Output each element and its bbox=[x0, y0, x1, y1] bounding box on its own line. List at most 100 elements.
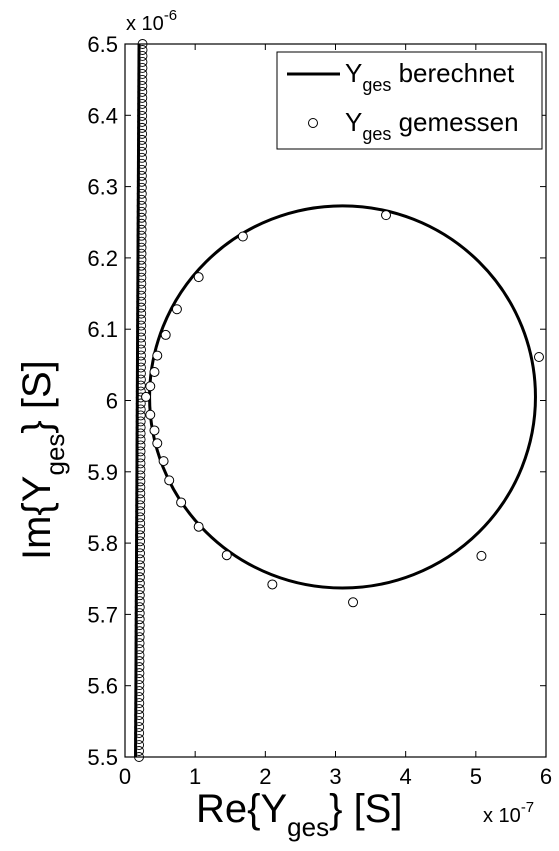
measured-point bbox=[135, 482, 146, 493]
legend-entry-gemessen: Yges gemessen bbox=[345, 107, 519, 144]
x-tick-label: 5 bbox=[470, 764, 482, 789]
x-tick-label: 3 bbox=[329, 764, 341, 789]
measured-point bbox=[193, 521, 204, 532]
measured-point bbox=[135, 422, 146, 433]
measured-point bbox=[134, 740, 145, 750]
measured-point bbox=[476, 550, 487, 561]
measured-point bbox=[136, 212, 147, 223]
measured-point bbox=[137, 152, 147, 163]
measured-point bbox=[134, 614, 145, 625]
measured-point bbox=[348, 597, 359, 608]
measured-point bbox=[134, 566, 145, 577]
measured-point bbox=[137, 146, 147, 157]
y-axis-label-sub: ges bbox=[40, 434, 70, 476]
measured-point bbox=[134, 716, 145, 727]
measured-point bbox=[134, 608, 145, 619]
measured-point bbox=[134, 632, 145, 643]
measured-point bbox=[137, 128, 148, 139]
legend-gemessen-pre: Y bbox=[345, 107, 362, 137]
measured-point bbox=[135, 368, 146, 379]
measured-point bbox=[134, 746, 145, 756]
measured-point bbox=[135, 434, 146, 445]
measured-point bbox=[134, 698, 145, 709]
measured-point bbox=[136, 260, 147, 271]
x-tick-label: 1 bbox=[189, 764, 201, 789]
measured-point bbox=[135, 458, 146, 469]
measured-point bbox=[136, 176, 147, 187]
measured-point bbox=[137, 92, 148, 103]
x-multiplier-exponent: -7 bbox=[521, 799, 534, 816]
measured-point bbox=[136, 170, 147, 181]
y-tick-label: 5.8 bbox=[87, 531, 118, 556]
y-tick-label: 6.2 bbox=[87, 246, 118, 271]
measured-point bbox=[134, 572, 145, 583]
measured-point bbox=[136, 284, 147, 295]
y-multiplier-exponent: -6 bbox=[164, 7, 177, 24]
measured-point bbox=[158, 456, 169, 467]
measured-point bbox=[134, 680, 145, 691]
measured-point bbox=[135, 362, 146, 373]
measured-point bbox=[136, 188, 147, 199]
measured-point bbox=[136, 164, 147, 175]
measured-point bbox=[149, 366, 160, 377]
x-tick-label: 6 bbox=[540, 764, 552, 789]
y-tick-label: 6.3 bbox=[87, 175, 118, 200]
measured-point bbox=[136, 296, 147, 307]
measured-point bbox=[136, 254, 147, 265]
measured-point bbox=[533, 352, 544, 363]
measured-point bbox=[137, 57, 148, 67]
measured-point bbox=[137, 86, 148, 97]
measured-point bbox=[136, 248, 147, 259]
measured-point bbox=[135, 464, 146, 475]
y-multiplier-base: x 10 bbox=[126, 13, 164, 35]
measured-point bbox=[135, 446, 146, 457]
y-tick-label: 5.6 bbox=[87, 674, 118, 699]
measured-point bbox=[136, 200, 147, 211]
y-axis-label: Im{Yges} [S] bbox=[15, 360, 70, 560]
x-axis-label-pre: Re{Y bbox=[196, 787, 287, 831]
measured-point bbox=[134, 644, 145, 655]
measured-point bbox=[135, 374, 146, 385]
measured-point bbox=[134, 656, 145, 667]
measured-point bbox=[134, 722, 145, 732]
measured-point bbox=[134, 650, 145, 661]
measured-point bbox=[134, 638, 145, 649]
measured-point bbox=[135, 494, 146, 505]
measured-point bbox=[135, 488, 146, 499]
measured-point bbox=[134, 668, 145, 679]
y-axis-label-pre: Im{Y bbox=[15, 476, 59, 560]
measured-point bbox=[136, 272, 147, 283]
measured-point bbox=[134, 584, 145, 595]
measured-point bbox=[137, 110, 148, 121]
measured-point bbox=[135, 542, 146, 553]
x-tick-label: 0 bbox=[119, 764, 131, 789]
measured-point bbox=[135, 470, 146, 481]
y-axis-label-post: } [S] bbox=[15, 360, 59, 433]
measured-point bbox=[136, 308, 147, 319]
measured-point bbox=[135, 530, 146, 541]
measured-point bbox=[135, 416, 146, 427]
measured-point bbox=[135, 548, 145, 559]
measured-point bbox=[164, 475, 175, 486]
measured-point bbox=[134, 578, 145, 589]
measured-point bbox=[135, 506, 146, 517]
measured-point bbox=[135, 518, 146, 529]
measured-point bbox=[134, 602, 145, 613]
measured-point bbox=[135, 386, 146, 397]
measured-point bbox=[136, 350, 146, 361]
measured-point bbox=[134, 590, 145, 601]
measured-point bbox=[134, 734, 145, 744]
measured-point bbox=[136, 278, 147, 289]
measured-point bbox=[137, 63, 148, 73]
y-tick-label: 5.5 bbox=[87, 745, 118, 770]
measured-point bbox=[136, 230, 147, 241]
measured-point bbox=[136, 194, 147, 205]
measured-point bbox=[137, 116, 148, 127]
measured-point bbox=[137, 80, 148, 91]
measured-point bbox=[137, 122, 148, 133]
measured-point bbox=[136, 314, 147, 325]
measured-point bbox=[137, 104, 148, 115]
y-tick-label: 5.9 bbox=[87, 460, 118, 485]
ticks-layer: 0 1 2 3 4 5 6 5.5 5.6 5.7 5.8 5.9 6 6.1 6.2 6.3 6.4 6.5 bbox=[87, 32, 552, 789]
measured-point bbox=[237, 231, 248, 242]
